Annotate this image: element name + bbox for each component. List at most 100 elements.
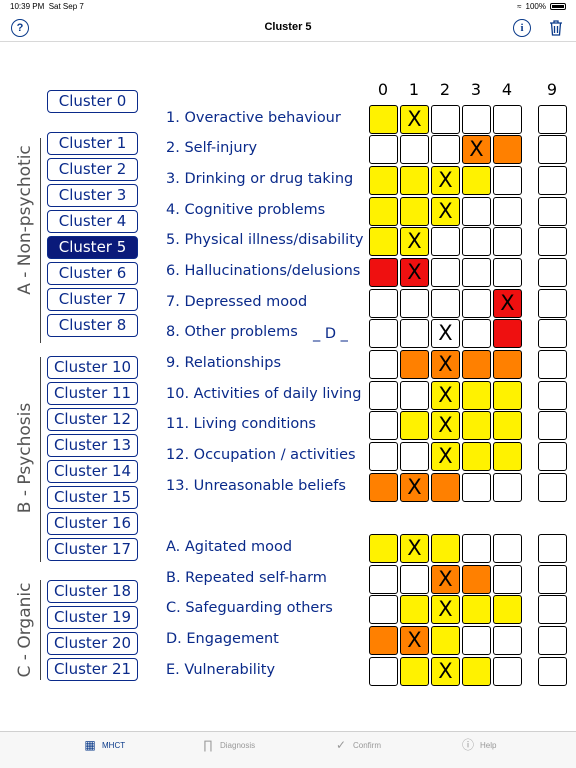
- cluster-button[interactable]: Cluster 6: [47, 262, 138, 285]
- cluster-button[interactable]: Cluster 0: [47, 90, 138, 113]
- rating-cell[interactable]: [369, 227, 398, 256]
- rating-cell[interactable]: [538, 626, 567, 655]
- cluster-button[interactable]: Cluster 11: [47, 382, 138, 405]
- cluster-button[interactable]: Cluster 10: [47, 356, 138, 379]
- cluster-button[interactable]: Cluster 7: [47, 288, 138, 311]
- rating-cell[interactable]: [493, 565, 522, 594]
- cluster-button[interactable]: Cluster 4: [47, 210, 138, 233]
- rating-cell[interactable]: [493, 135, 522, 164]
- rating-cell[interactable]: [493, 227, 522, 256]
- rating-cell[interactable]: [538, 657, 567, 686]
- rating-cell[interactable]: [431, 626, 460, 655]
- rating-cell[interactable]: [462, 258, 491, 287]
- rating-cell[interactable]: [538, 442, 567, 471]
- rating-cell[interactable]: X: [431, 197, 460, 226]
- rating-cell[interactable]: [369, 105, 398, 134]
- rating-cell[interactable]: [431, 105, 460, 134]
- rating-cell[interactable]: [462, 227, 491, 256]
- rating-cell[interactable]: [493, 350, 522, 379]
- rating-cell[interactable]: X: [400, 626, 429, 655]
- rating-cell[interactable]: [462, 197, 491, 226]
- rating-cell[interactable]: X: [431, 319, 460, 348]
- rating-cell[interactable]: [431, 289, 460, 318]
- rating-cell[interactable]: [462, 565, 491, 594]
- rating-cell[interactable]: [462, 626, 491, 655]
- rating-cell[interactable]: [493, 473, 522, 502]
- rating-cell[interactable]: [493, 319, 522, 348]
- rating-cell[interactable]: [369, 289, 398, 318]
- cluster-button[interactable]: Cluster 17: [47, 538, 138, 561]
- rating-cell[interactable]: [462, 473, 491, 502]
- rating-cell[interactable]: X: [431, 565, 460, 594]
- rating-cell[interactable]: [431, 227, 460, 256]
- rating-cell[interactable]: [538, 565, 567, 594]
- rating-cell[interactable]: [369, 319, 398, 348]
- rating-cell[interactable]: [369, 534, 398, 563]
- rating-cell[interactable]: X: [493, 289, 522, 318]
- cluster-button[interactable]: Cluster 20: [47, 632, 138, 655]
- cluster-button[interactable]: Cluster 8: [47, 314, 138, 337]
- cluster-button[interactable]: Cluster 19: [47, 606, 138, 629]
- cluster-button[interactable]: Cluster 5: [47, 236, 138, 259]
- rating-cell[interactable]: [538, 166, 567, 195]
- rating-cell[interactable]: [493, 258, 522, 287]
- rating-cell[interactable]: [462, 595, 491, 624]
- tab-help[interactable]: ⓘ Help: [460, 738, 496, 752]
- rating-cell[interactable]: [400, 565, 429, 594]
- rating-cell[interactable]: [400, 381, 429, 410]
- rating-cell[interactable]: [538, 319, 567, 348]
- rating-cell[interactable]: X: [431, 442, 460, 471]
- cluster-button[interactable]: Cluster 1: [47, 132, 138, 155]
- rating-cell[interactable]: [400, 411, 429, 440]
- tab-diagnosis[interactable]: ∏ Diagnosis: [200, 738, 255, 752]
- rating-cell[interactable]: [493, 381, 522, 410]
- rating-cell[interactable]: [538, 289, 567, 318]
- rating-cell[interactable]: [462, 534, 491, 563]
- rating-cell[interactable]: X: [400, 227, 429, 256]
- rating-cell[interactable]: [369, 626, 398, 655]
- rating-cell[interactable]: X: [431, 166, 460, 195]
- rating-cell[interactable]: [400, 289, 429, 318]
- cluster-button[interactable]: Cluster 21: [47, 658, 138, 681]
- rating-cell[interactable]: X: [431, 381, 460, 410]
- rating-cell[interactable]: X: [431, 595, 460, 624]
- other-problems-code[interactable]: _ D _: [313, 326, 348, 342]
- rating-cell[interactable]: X: [400, 534, 429, 563]
- rating-cell[interactable]: X: [431, 350, 460, 379]
- rating-cell[interactable]: [538, 411, 567, 440]
- rating-cell[interactable]: [369, 595, 398, 624]
- cluster-button[interactable]: Cluster 15: [47, 486, 138, 509]
- rating-cell[interactable]: [538, 381, 567, 410]
- rating-cell[interactable]: [369, 565, 398, 594]
- rating-cell[interactable]: X: [462, 135, 491, 164]
- question-icon[interactable]: ?: [11, 19, 29, 37]
- rating-cell[interactable]: [400, 657, 429, 686]
- rating-cell[interactable]: [431, 135, 460, 164]
- rating-cell[interactable]: [538, 105, 567, 134]
- rating-cell[interactable]: [400, 350, 429, 379]
- rating-cell[interactable]: [538, 135, 567, 164]
- rating-cell[interactable]: [462, 105, 491, 134]
- rating-cell[interactable]: [538, 197, 567, 226]
- rating-cell[interactable]: [462, 350, 491, 379]
- rating-cell[interactable]: [369, 135, 398, 164]
- rating-cell[interactable]: [493, 595, 522, 624]
- rating-cell[interactable]: [462, 166, 491, 195]
- rating-cell[interactable]: [493, 626, 522, 655]
- rating-cell[interactable]: [493, 657, 522, 686]
- rating-cell[interactable]: [369, 657, 398, 686]
- cluster-button[interactable]: Cluster 14: [47, 460, 138, 483]
- rating-cell[interactable]: [369, 166, 398, 195]
- rating-cell[interactable]: [431, 258, 460, 287]
- rating-cell[interactable]: [493, 105, 522, 134]
- rating-cell[interactable]: [400, 166, 429, 195]
- rating-cell[interactable]: [493, 197, 522, 226]
- tab-mhct[interactable]: ▦ MHCT: [82, 738, 125, 752]
- cluster-button[interactable]: Cluster 3: [47, 184, 138, 207]
- rating-cell[interactable]: [400, 135, 429, 164]
- rating-cell[interactable]: [493, 534, 522, 563]
- rating-cell[interactable]: [369, 350, 398, 379]
- cluster-button[interactable]: Cluster 12: [47, 408, 138, 431]
- rating-cell[interactable]: [369, 473, 398, 502]
- rating-cell[interactable]: [400, 442, 429, 471]
